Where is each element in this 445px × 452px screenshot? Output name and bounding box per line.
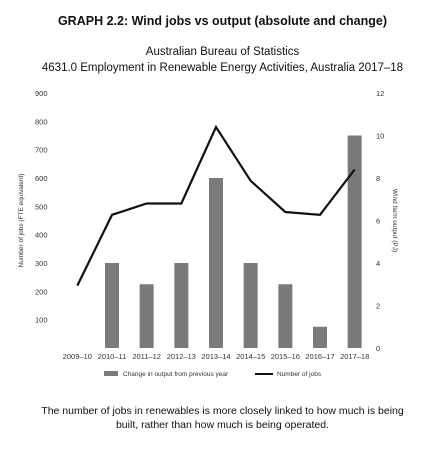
- x-tick-label: 2017–18: [340, 352, 369, 361]
- y-right-tick-label: 12: [376, 89, 384, 98]
- bar: [174, 263, 189, 348]
- bar: [105, 263, 119, 348]
- legend-bar-label: Change in output from previous year: [123, 371, 229, 378]
- bar: [347, 135, 362, 348]
- y-tick-label: 200: [35, 287, 48, 296]
- x-tick-label: 2013–14: [201, 352, 230, 361]
- bar: [278, 284, 293, 348]
- y-right-tick-label: 10: [376, 132, 384, 141]
- bar: [313, 326, 327, 348]
- y-right-tick-label: 0: [376, 344, 380, 353]
- y-tick-label: 400: [35, 231, 48, 240]
- y-right-tick-label: 8: [376, 174, 380, 183]
- chart-caption: The number of jobs in renewables is more…: [41, 405, 404, 431]
- y-tick-label: 800: [35, 117, 48, 126]
- x-tick-label: 2015–16: [271, 352, 300, 361]
- chart-source-line-2: 4631.0 Employment in Renewable Energy Ac…: [41, 62, 404, 74]
- x-tick-label: 2014–15: [236, 352, 265, 361]
- x-tick-label: 2016–17: [305, 352, 334, 361]
- y-tick-label: 500: [35, 202, 48, 211]
- chart-title: GRAPH 2.2: Wind jobs vs output (absolute…: [57, 14, 388, 28]
- chart-area: 100 200 300 400 500 600 700 800 900 0 2 4 6 8 10 12 Numb…: [18, 89, 398, 378]
- jobs-line: [76, 124, 356, 287]
- y-tick-label: 600: [35, 174, 48, 183]
- x-tick-label: 2009–10: [63, 352, 92, 361]
- y-right-tick-label: 4: [376, 259, 380, 268]
- legend-line-label: Number of jobs: [277, 371, 322, 378]
- y-tick-label: 700: [35, 146, 48, 155]
- y-tick-label: 900: [35, 89, 48, 98]
- y-axis-label: Number of jobs (FTE equivalent): [18, 174, 25, 268]
- x-tick-label: 2012–13: [167, 352, 196, 361]
- x-tick-label: 2010–11: [98, 352, 127, 361]
- legend-bar-swatch: [104, 371, 118, 376]
- bar: [209, 178, 223, 348]
- y-right-tick-label: 6: [376, 217, 380, 226]
- bar: [243, 263, 258, 348]
- y-tick-label: 300: [35, 259, 48, 268]
- y-right-axis-label: Wind farm output (PJ): [391, 189, 398, 252]
- y-right-tick-label: 2: [376, 302, 380, 311]
- y-tick-label: 100: [35, 316, 48, 325]
- x-tick-label: 2011–12: [132, 352, 161, 361]
- bar: [139, 284, 154, 348]
- chart-source-line-1: Australian Bureau of Statistics: [145, 46, 300, 58]
